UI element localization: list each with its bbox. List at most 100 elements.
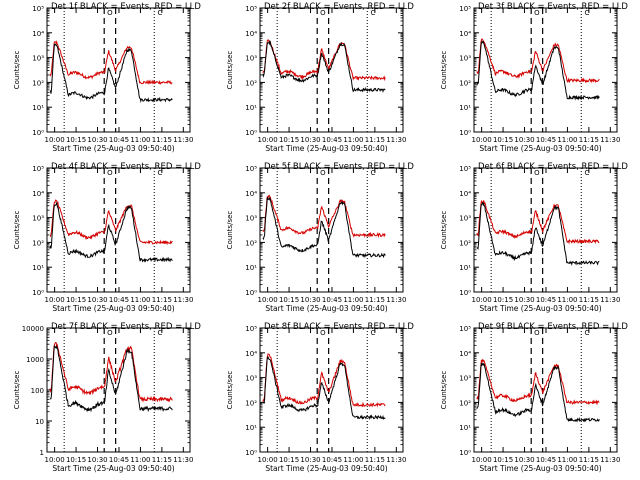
y-tick-label: 10⁵ xyxy=(245,165,257,173)
x-tick-label: 11:15 xyxy=(365,456,385,464)
x-axis-label: Start Time (25-Aug-03 09:50:40) xyxy=(479,144,601,153)
y-tick-label: 10³ xyxy=(32,215,44,223)
y-tick-label: 10³ xyxy=(245,215,257,223)
plot-frame xyxy=(473,7,618,133)
panel-title: Det 7f BLACK = Events, RED = LLD xyxy=(51,322,201,332)
x-tick-label: 10:45 xyxy=(536,456,556,464)
x-tick-label: 11:30 xyxy=(173,296,193,304)
x-tick-label: 11:00 xyxy=(130,296,150,304)
y-axis-label: Counts/sec xyxy=(226,51,234,90)
plot-frame xyxy=(473,327,618,453)
y-tick-label: 10² xyxy=(459,399,471,407)
x-tick-label: 11:30 xyxy=(600,456,620,464)
y-axis-label: Counts/sec xyxy=(13,371,21,410)
x-axis-label: Start Time (25-Aug-03 09:50:40) xyxy=(52,304,174,313)
panel-title: Det 6f BLACK = Events, RED = LLD xyxy=(478,162,628,172)
y-tick-label: 10³ xyxy=(459,375,471,383)
y-axis-label: Counts/sec xyxy=(440,211,448,250)
events-series-line xyxy=(476,40,600,101)
marker-label-o: O xyxy=(107,329,113,337)
y-axis-label: Counts/sec xyxy=(440,51,448,90)
y-tick-label: 10¹ xyxy=(32,264,44,272)
y-tick-label: 10² xyxy=(245,79,257,87)
x-tick-label: 10:45 xyxy=(322,136,342,144)
x-tick-label: 10:00 xyxy=(258,296,278,304)
x-axis-label: Start Time (25-Aug-03 09:50:40) xyxy=(52,144,174,153)
panel-det-7: Det 7f BLACK = Events, RED = LLD 1 10 100 10… xyxy=(13,322,201,473)
y-axis-label: Counts/sec xyxy=(13,51,21,90)
x-tick-label: 11:00 xyxy=(130,456,150,464)
x-tick-label: 10:15 xyxy=(279,296,299,304)
panel-title: Det 1f BLACK = Events, RED = LLD xyxy=(51,2,201,12)
lld-series-line xyxy=(262,194,386,239)
y-tick-label: 10⁰ xyxy=(245,289,257,297)
y-tick-label: 1000 xyxy=(26,356,44,364)
y-tick-label: 10¹ xyxy=(459,264,471,272)
plot-frame xyxy=(46,167,191,293)
panel-det-3: Det 3f BLACK = Events, RED = LLD 10⁰ 10¹ 10… xyxy=(440,2,628,153)
y-tick-label: 10³ xyxy=(459,215,471,223)
plot-frame xyxy=(259,7,404,133)
y-tick-label: 10¹ xyxy=(245,104,257,112)
y-tick-label: 10⁵ xyxy=(245,325,257,333)
panel-title: Det 9f BLACK = Events, RED = LLD xyxy=(478,322,628,332)
marker-label-o: O xyxy=(320,169,326,177)
y-tick-label: 1 xyxy=(40,449,44,457)
y-tick-label: 10⁴ xyxy=(459,190,471,198)
x-tick-label: 10:15 xyxy=(279,456,299,464)
panel-title: Det 4f BLACK = Events, RED = LLD xyxy=(51,162,201,172)
y-tick-label: 10⁴ xyxy=(245,350,257,358)
marker-label-o: O xyxy=(107,9,113,17)
y-tick-label: 10⁴ xyxy=(32,30,44,38)
x-tick-label: 10:00 xyxy=(258,456,278,464)
x-tick-label: 10:00 xyxy=(45,136,65,144)
x-tick-label: 11:15 xyxy=(365,136,385,144)
x-tick-label: 10:00 xyxy=(45,296,65,304)
marker-label-c: C xyxy=(371,9,376,17)
x-tick-label: 10:30 xyxy=(514,296,534,304)
lld-series-line xyxy=(476,358,600,406)
x-tick-label: 10:00 xyxy=(472,136,492,144)
marker-label-c: C xyxy=(158,329,163,337)
x-tick-label: 10:45 xyxy=(322,456,342,464)
x-tick-label: 11:15 xyxy=(152,296,172,304)
x-tick-label: 10:30 xyxy=(514,136,534,144)
lld-series-line xyxy=(49,341,173,403)
plot-frame xyxy=(473,167,618,293)
y-tick-label: 10³ xyxy=(245,375,257,383)
x-tick-label: 11:00 xyxy=(343,296,363,304)
lld-series-line xyxy=(49,40,173,85)
x-tick-label: 11:00 xyxy=(557,136,577,144)
panel-det-8: Det 8f BLACK = Events, RED = LLD 10⁰ 10¹ 10… xyxy=(226,322,414,473)
marker-label-o: O xyxy=(320,329,326,337)
x-tick-label: 11:15 xyxy=(579,456,599,464)
x-tick-label: 10:45 xyxy=(109,296,129,304)
panel-det-9: Det 9f BLACK = Events, RED = LLD 10⁰ 10¹ 10… xyxy=(440,322,628,473)
events-series-line xyxy=(49,201,173,263)
x-tick-label: 10:45 xyxy=(109,136,129,144)
marker-label-c: C xyxy=(371,329,376,337)
x-axis-label: Start Time (25-Aug-03 09:50:40) xyxy=(52,464,174,473)
marker-label-o: O xyxy=(534,169,540,177)
y-tick-label: 10³ xyxy=(459,55,471,63)
y-axis-label: Counts/sec xyxy=(13,211,21,250)
panel-det-2: Det 2f BLACK = Events, RED = LLD 10⁰ 10¹ 10… xyxy=(226,2,414,153)
x-tick-label: 10:15 xyxy=(493,456,513,464)
y-tick-label: 10² xyxy=(245,239,257,247)
y-axis-label: Counts/sec xyxy=(226,211,234,250)
y-tick-label: 10¹ xyxy=(459,424,471,432)
x-axis-label: Start Time (25-Aug-03 09:50:40) xyxy=(265,144,387,153)
x-tick-label: 11:00 xyxy=(557,456,577,464)
x-tick-label: 10:15 xyxy=(493,136,513,144)
y-tick-label: 10⁰ xyxy=(32,289,44,297)
plot-frame xyxy=(259,327,404,453)
marker-label-o: O xyxy=(320,9,326,17)
y-tick-label: 10⁴ xyxy=(459,30,471,38)
y-tick-label: 10² xyxy=(459,79,471,87)
panel-title: Det 2f BLACK = Events, RED = LLD xyxy=(264,2,414,12)
y-tick-label: 10 xyxy=(35,418,44,426)
y-tick-label: 10⁴ xyxy=(245,30,257,38)
panel-det-4: Det 4f BLACK = Events, RED = LLD 10⁰ 10¹ 10… xyxy=(13,162,201,313)
panel-title: Det 3f BLACK = Events, RED = LLD xyxy=(478,2,628,12)
y-tick-label: 10⁴ xyxy=(459,350,471,358)
